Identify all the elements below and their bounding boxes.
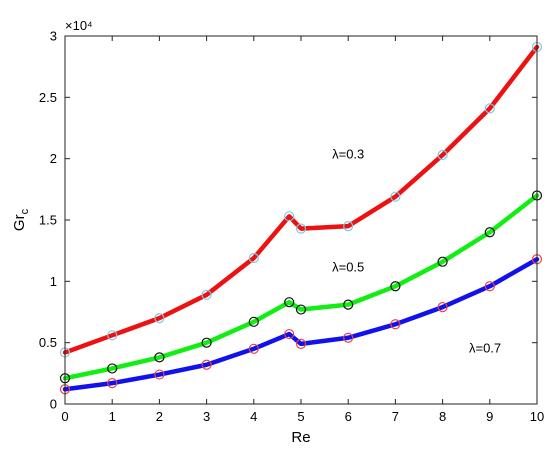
- series-0-line: [62, 44, 540, 355]
- y-tick-label: 2: [50, 151, 57, 166]
- y-tick-label: 2.5: [39, 90, 57, 105]
- annotations: λ=0.3 λ=0.5 λ=0.7: [332, 147, 501, 356]
- series-2-point: [437, 301, 448, 313]
- annotation-lambda-1: λ=0.5: [332, 260, 364, 275]
- series-1-point: [154, 352, 165, 363]
- series-1-point: [107, 363, 118, 374]
- x-tick-label: 1: [109, 409, 116, 424]
- x-tick-label: 8: [439, 409, 446, 424]
- y-tick-label: 0.5: [39, 335, 57, 350]
- y-axis-label: Grc: [11, 208, 31, 231]
- series-0-point: [284, 211, 295, 222]
- x-tick-label: 5: [297, 409, 304, 424]
- series-0-point: [201, 289, 212, 300]
- series-1-point: [201, 337, 212, 348]
- series-2-point: [390, 319, 401, 330]
- x-tick-label: 3: [203, 409, 210, 424]
- x-tick-label: 9: [486, 409, 493, 424]
- series-0-point: [107, 330, 118, 341]
- series-2-point: [201, 359, 212, 370]
- series-2-point: [295, 338, 307, 349]
- series-0-point: [484, 103, 495, 114]
- y-axis-ticks: 0 0.5 1 1.5 2 2.5 3: [39, 29, 537, 412]
- series-2-point: [284, 328, 295, 340]
- y-tick-label: 3: [50, 29, 57, 44]
- series-1-point: [484, 227, 495, 238]
- y-tick-label: 1: [50, 274, 57, 289]
- series-1-point: [248, 316, 259, 327]
- x-tick-label: 4: [250, 409, 257, 424]
- series-0-point: [248, 252, 259, 264]
- series-0-point: [295, 223, 307, 234]
- series-2-point: [343, 332, 354, 343]
- x-axis-ticks: 0 1 2 3 4 5 6 7 8 9 10: [61, 36, 544, 424]
- y-tick-label: 1.5: [39, 213, 57, 228]
- x-tick-label: 10: [530, 409, 544, 424]
- series-0-point: [343, 221, 354, 232]
- x-tick-label: 7: [392, 409, 399, 424]
- series-0-point: [154, 313, 165, 324]
- plot-lines: [62, 44, 540, 392]
- series-2-point: [248, 343, 259, 354]
- x-tick-label: 0: [61, 409, 68, 424]
- series-1-point: [390, 281, 401, 292]
- series-1-point: [343, 299, 354, 310]
- annotation-lambda-0: λ=0.3: [332, 147, 364, 162]
- series-2-point: [154, 369, 165, 380]
- series-0-point: [437, 149, 448, 161]
- series-2-point: [484, 281, 495, 292]
- y-axis-exponent: ×10⁴: [65, 18, 93, 33]
- series-1-line: [62, 193, 540, 381]
- annotation-lambda-2: λ=0.7: [469, 340, 501, 355]
- x-tick-label: 2: [156, 409, 163, 424]
- series-0-point: [390, 191, 401, 202]
- y-tick-label: 0: [50, 397, 57, 412]
- x-tick-label: 6: [345, 409, 352, 424]
- series-1-point: [437, 256, 448, 267]
- y-axis-label-subscript: c: [19, 208, 31, 214]
- y-axis-label-main: Gr: [11, 214, 28, 231]
- x-axis-label: Re: [291, 429, 310, 446]
- series-1-point: [295, 304, 307, 315]
- series-2-line: [62, 257, 540, 392]
- series-2-point: [107, 378, 118, 389]
- series-1-point: [284, 297, 295, 308]
